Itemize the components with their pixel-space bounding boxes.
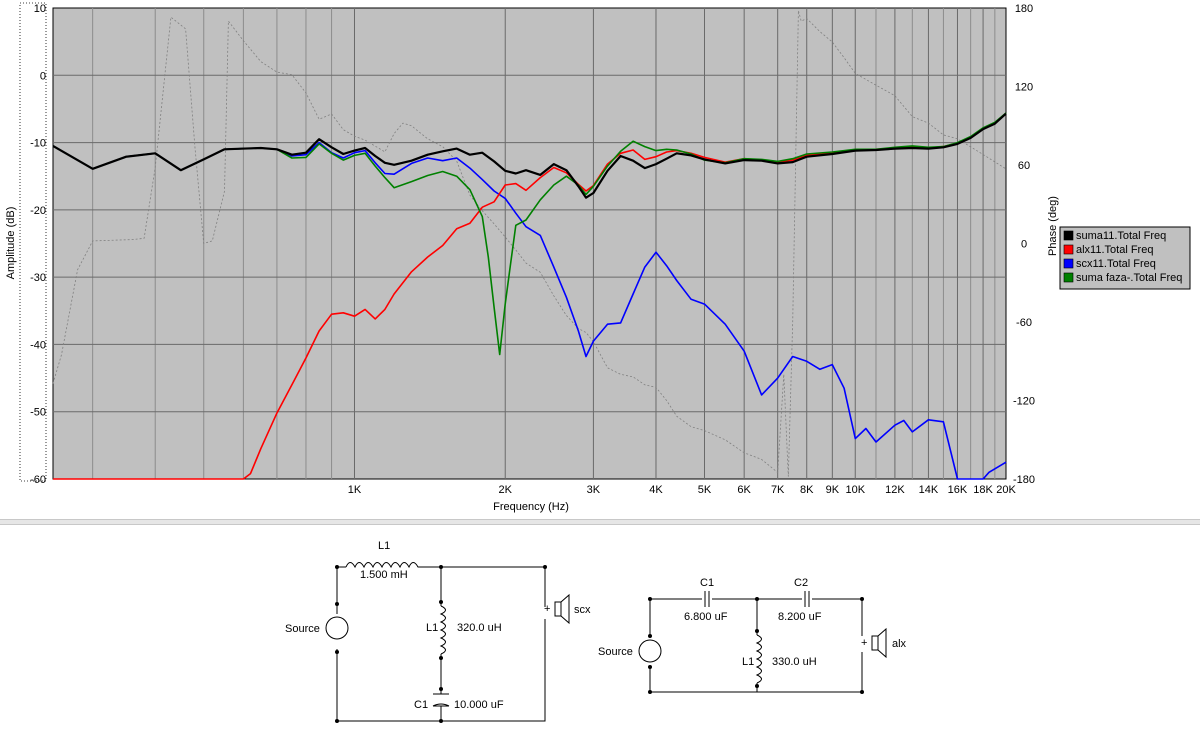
y2-tick-label: 180	[1015, 3, 1033, 15]
inductor-l1-series	[345, 562, 420, 569]
source-symbol	[638, 639, 662, 663]
x-tick-label: 8K	[800, 484, 814, 496]
phase-series-line	[52, 10, 1007, 477]
y-tick-label: 10	[34, 3, 46, 15]
axis-focus-outline	[19, 2, 47, 482]
y-tick-label: 0	[40, 70, 46, 82]
x-tick-label: 4K	[649, 484, 663, 496]
l1-series-label: L1	[378, 540, 390, 552]
x-tick-label: 7K	[771, 484, 785, 496]
y2-axis-label: Phase (deg)	[1047, 196, 1059, 256]
x-tick-label: 5K	[698, 484, 712, 496]
crossover-schematics: L1 1.500 mH L1 320.0 uH C1 10.000 uF Sou…	[285, 540, 907, 723]
speaker-alx-symbol	[871, 635, 879, 651]
speaker-alx-label: alx	[892, 638, 907, 650]
legend-swatch	[1063, 244, 1074, 255]
y2-tick-label: -60	[1016, 317, 1032, 329]
speaker-scx-symbol	[554, 601, 562, 617]
l1-shunt-label: L1	[426, 622, 438, 634]
y-tick-labels: 10 0 -10 -20 -30 -40 -50 -60	[30, 3, 46, 486]
inductor-l1-shunt	[439, 605, 446, 655]
phase-layer	[52, 10, 1007, 477]
l1-shunt-value: 330.0 uH	[772, 656, 817, 668]
legend-label: scx11.Total Freq	[1076, 258, 1156, 270]
x-tick-label: 10K	[845, 484, 865, 496]
source-label: Source	[285, 623, 320, 635]
y2-tick-label: 120	[1015, 82, 1033, 94]
series-line-3	[52, 141, 1007, 480]
x-tick-label: 3K	[587, 484, 601, 496]
y2-tick-label: 60	[1018, 160, 1030, 172]
grid	[53, 8, 1006, 479]
schematic-scx	[325, 562, 570, 722]
x-tick-label: 16K	[948, 484, 968, 496]
x-tick-label: 9K	[826, 484, 840, 496]
x-tick-label: 18K	[973, 484, 993, 496]
capacitor-c2	[804, 591, 810, 607]
legend-swatch	[1063, 258, 1074, 269]
panel-divider	[0, 519, 1200, 525]
series-line-4	[52, 112, 1007, 356]
schematic-alx	[638, 591, 887, 693]
c1-label: C1	[414, 699, 428, 711]
speaker-scx-label: scx	[574, 604, 591, 616]
plot-area	[52, 7, 1007, 480]
y-tick-label: -20	[30, 205, 46, 217]
y-tick-label: -40	[30, 339, 46, 351]
inductor-l1-shunt	[755, 634, 762, 684]
y2-tick-label: 0	[1021, 239, 1027, 251]
legend-swatch	[1063, 230, 1074, 241]
y2-tick-label: -120	[1013, 396, 1035, 408]
speaker-plus: +	[544, 603, 550, 615]
series-layer	[52, 112, 1007, 480]
c1-value: 6.800 uF	[684, 611, 728, 623]
x-tick-label: 12K	[885, 484, 905, 496]
y-tick-label: -50	[30, 407, 46, 419]
x-tick-label: 14K	[919, 484, 939, 496]
speaker-plus: +	[861, 637, 867, 649]
y-tick-label: -10	[30, 138, 46, 150]
y2-tick-label: -180	[1013, 474, 1035, 486]
x-tick-label: 2K	[499, 484, 513, 496]
legend-label: alx11.Total Freq	[1076, 244, 1153, 256]
y-tick-label: -60	[30, 474, 46, 486]
legend-label: suma faza-.Total Freq	[1076, 272, 1182, 284]
c2-label: C2	[794, 577, 808, 589]
frequency-response-chart: 10 0 -10 -20 -30 -40 -50 -60 180 120 60 0 -60 -120 -1…	[5, 2, 1191, 513]
legend: suma11.Total Freq alx11.Total Freq scx11.T…	[1059, 226, 1191, 290]
l1-shunt-value: 320.0 uH	[457, 622, 502, 634]
legend-label: suma11.Total Freq	[1076, 230, 1166, 242]
x-tick-labels: 1K 2K 3K 4K 5K 6K 7K 8K 9K 10K 12K 14K 16K 18K 20K	[348, 484, 1017, 496]
legend-swatch	[1063, 272, 1074, 283]
source-label: Source	[598, 646, 633, 658]
x-tick-label: 20K	[996, 484, 1016, 496]
c1-label: C1	[700, 577, 714, 589]
c1-value: 10.000 uF	[454, 699, 504, 711]
capacitor-c1	[704, 591, 710, 607]
series-line-1	[52, 112, 1007, 199]
source-symbol	[325, 616, 349, 640]
c2-value: 8.200 uF	[778, 611, 822, 623]
capacitor-c1	[433, 693, 449, 707]
x-tick-label: 1K	[348, 484, 362, 496]
l1-series-value: 1.500 mH	[360, 569, 408, 581]
y2-tick-labels: 180 120 60 0 -60 -120 -180	[1013, 3, 1035, 486]
y-axis-label: Amplitude (dB)	[5, 207, 17, 280]
l1-shunt-label: L1	[742, 656, 754, 668]
x-tick-label: 6K	[737, 484, 751, 496]
y-tick-label: -30	[30, 272, 46, 284]
x-axis-label: Frequency (Hz)	[493, 501, 569, 513]
